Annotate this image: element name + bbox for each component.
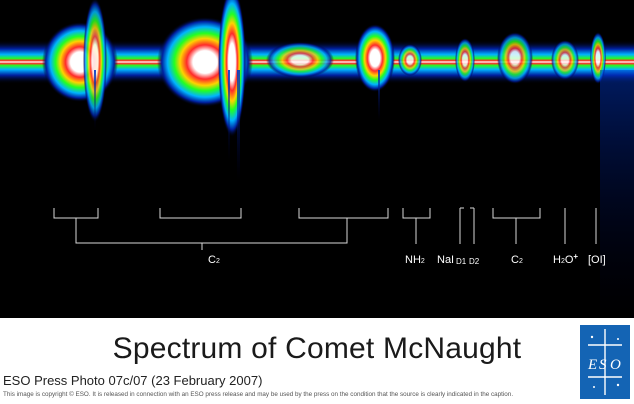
brackets (53, 207, 597, 250)
label-c2-right: C2 (511, 254, 523, 266)
emission-blob (497, 32, 533, 84)
label-d1: D1 (456, 257, 467, 266)
emission-blob (355, 24, 395, 92)
streak (600, 70, 634, 318)
bracket-c2-2 (159, 208, 242, 219)
label-oi: [OI] (588, 254, 606, 266)
streak (228, 70, 230, 160)
svg-text:S: S (599, 357, 607, 373)
emission-blob (455, 38, 475, 82)
streak (94, 70, 96, 130)
streak (378, 70, 380, 120)
emission-blob (218, 0, 246, 137)
photo-id: ESO Press Photo 07c/07 (23 February 2007… (3, 373, 263, 388)
caption-area: Spectrum of Comet McNaught ESO Press Pho… (0, 318, 634, 400)
bracket-c2-join (75, 218, 348, 244)
label-d2: D2 (469, 257, 480, 266)
copyright-notice: This image is copyright © ESO. It is rel… (3, 391, 514, 398)
bracket-c2-3 (298, 208, 389, 219)
bracket-c2-1 (53, 208, 99, 219)
emission-blob (83, 0, 107, 122)
bracket-c2-right (492, 208, 541, 219)
page-title: Spectrum of Comet McNaught (112, 332, 522, 365)
emission-blob (551, 40, 579, 80)
label-nh2: NH2 (405, 254, 425, 266)
streak (237, 70, 240, 180)
spectrum-image: C2 NH2 NaI D1 D2 C2 H2O+ [OI] (0, 0, 634, 318)
label-h2o: H2O+ (553, 252, 579, 266)
spectrum-svg (0, 0, 634, 318)
emission-blob (266, 42, 334, 78)
svg-text:E: E (587, 357, 597, 373)
label-nai: NaI (437, 254, 455, 266)
eso-logo: E S O (580, 325, 630, 399)
label-c2: C2 (208, 254, 220, 266)
eso-logo-icon: E S O (587, 329, 622, 395)
bracket-nh2 (402, 208, 431, 219)
svg-text:O: O (610, 357, 621, 373)
emission-blob (398, 44, 422, 76)
